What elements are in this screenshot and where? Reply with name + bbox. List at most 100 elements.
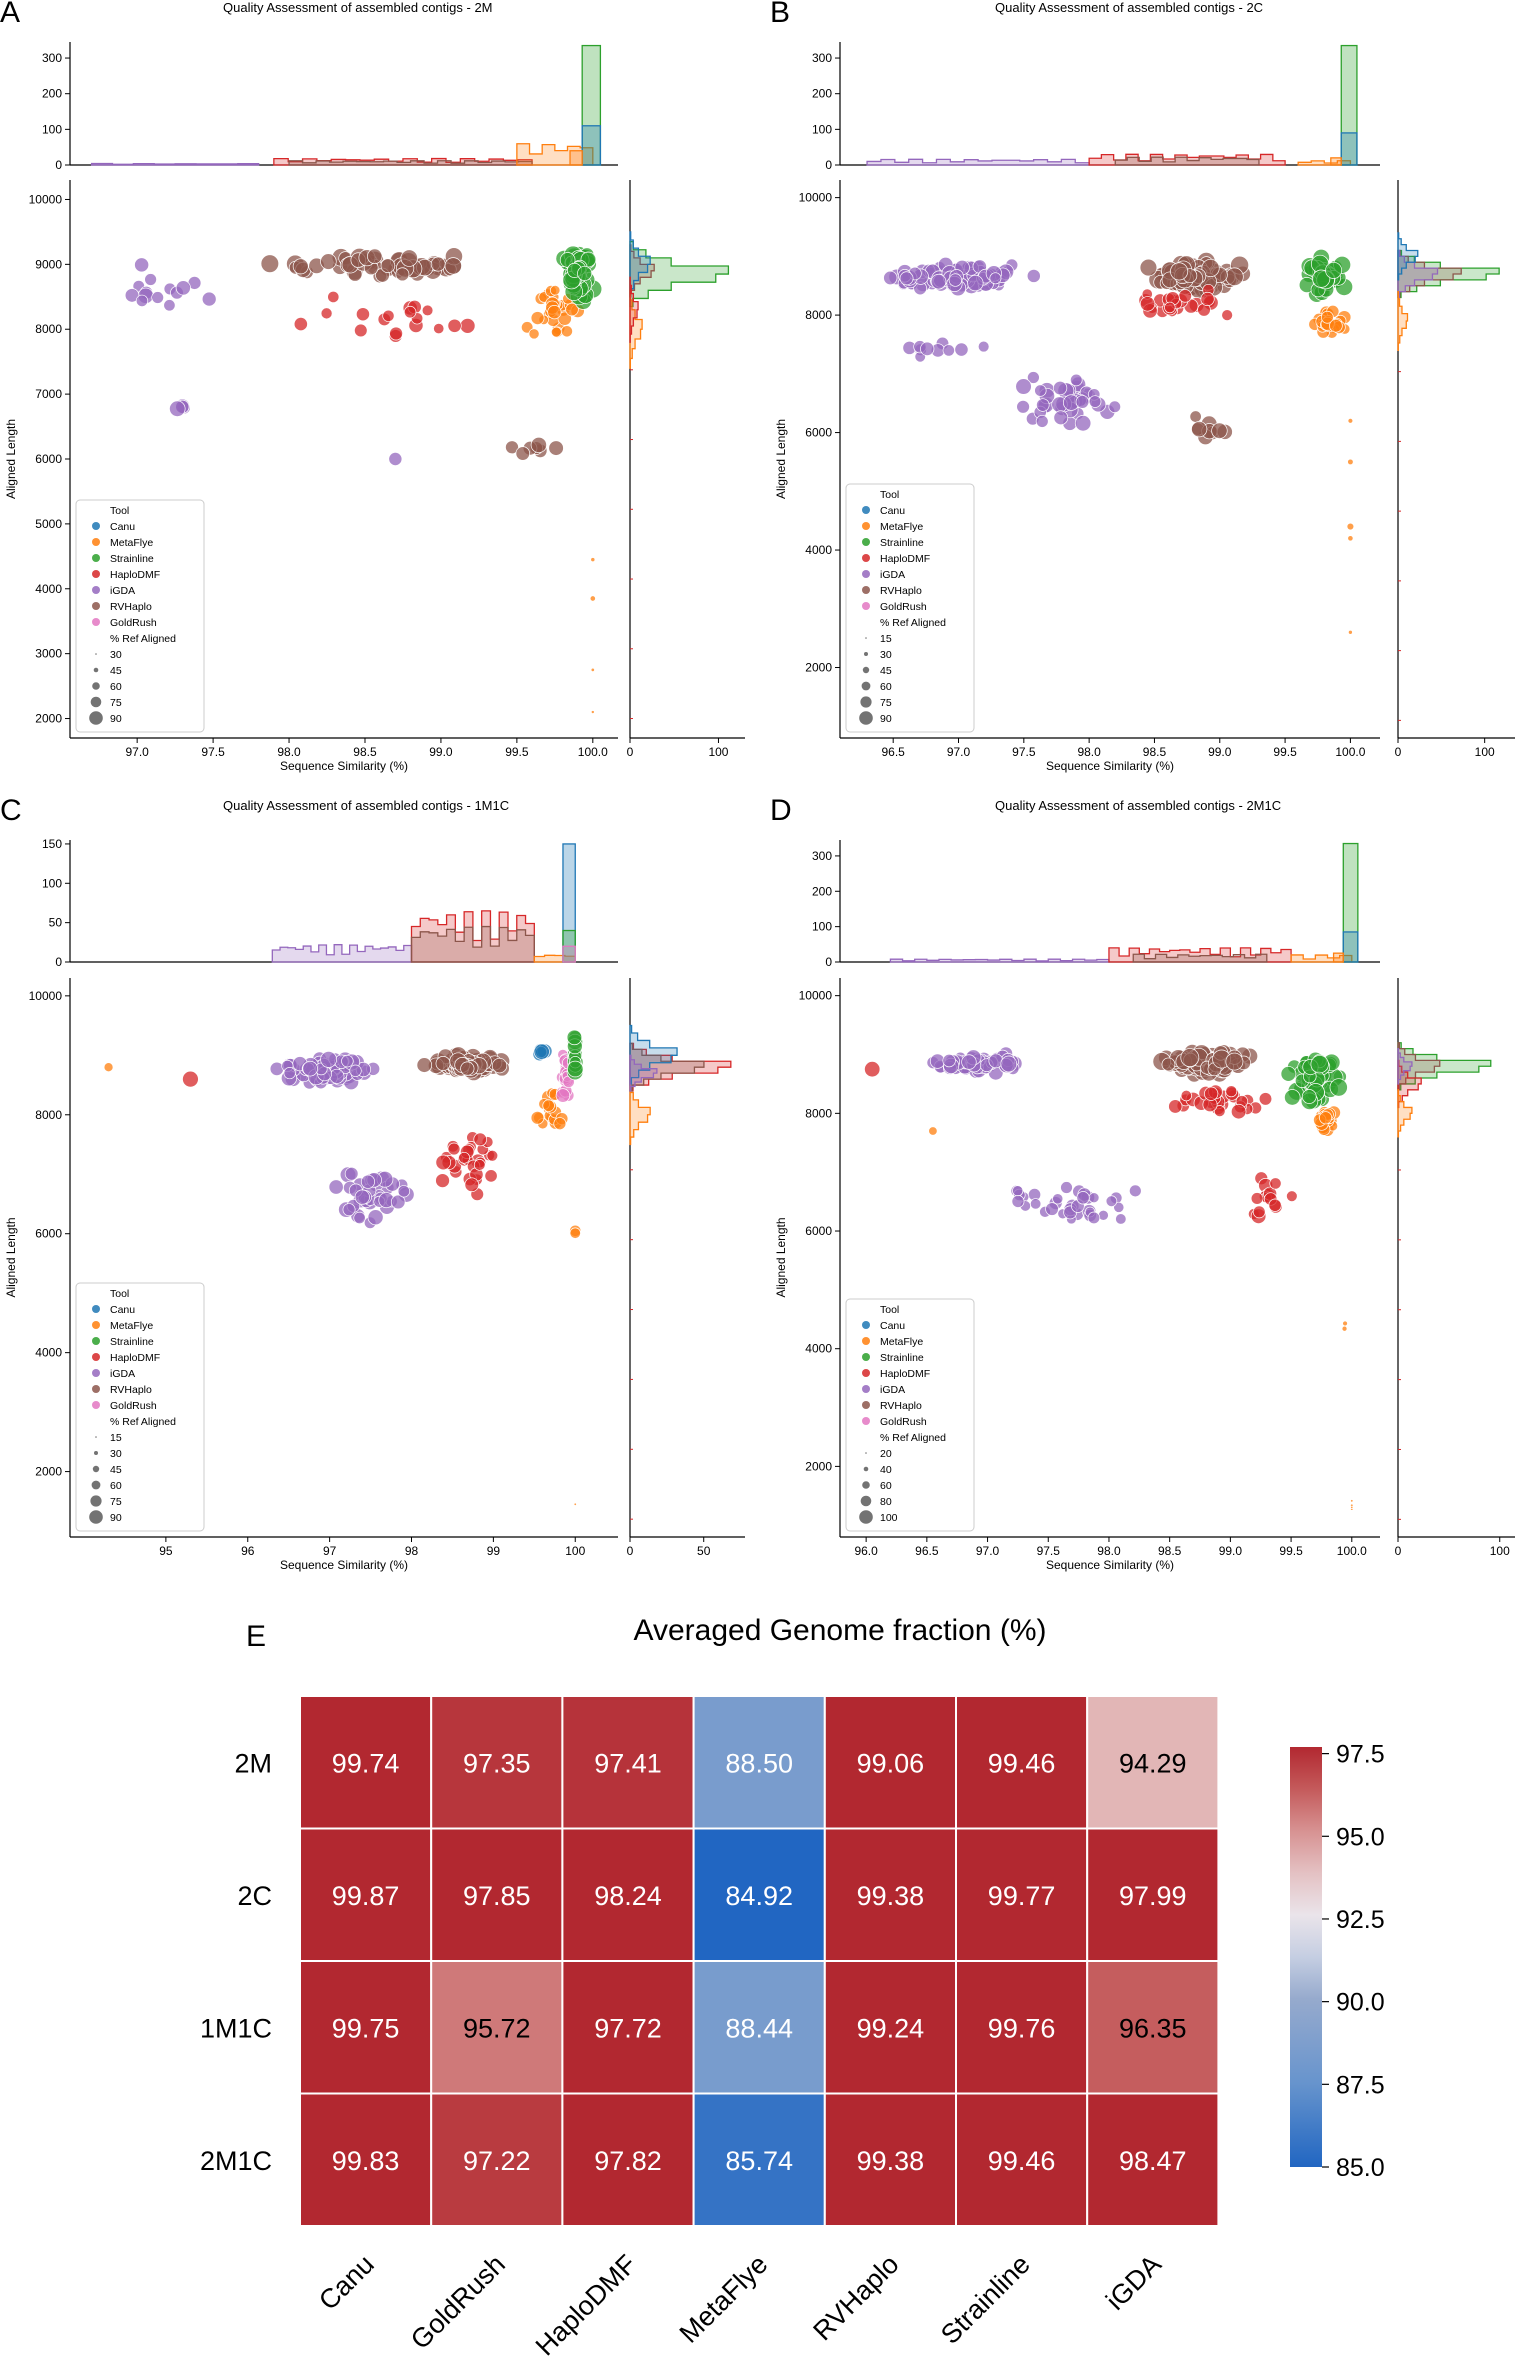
scatter-point-metaflye — [549, 285, 561, 296]
scatter-point-igda — [134, 257, 150, 273]
right-hist-rvhaplo — [629, 1042, 705, 1092]
legend-marker-goldrush — [92, 618, 100, 626]
legend-marker-rvhaplo — [862, 586, 870, 594]
legend-marker-canu — [92, 1305, 100, 1313]
scatter-point-rvhaplo — [1170, 262, 1189, 281]
scatter-point-rvhaplo — [1201, 258, 1220, 278]
legend-marker-haplodmf — [92, 1353, 100, 1361]
scatter-point-igda — [1088, 1192, 1100, 1204]
scatter-point-haplodmf — [421, 304, 434, 317]
heatmap-row-label: 2M1C — [200, 2146, 272, 2176]
right-hist-igda — [1397, 1047, 1413, 1085]
scatter-point-haplodmf — [1213, 1105, 1226, 1117]
legend-size-marker — [864, 652, 868, 656]
heatmap-cell — [955, 1960, 1089, 2095]
right-hist-haplodmf — [629, 276, 639, 343]
right-hist-canu — [629, 231, 651, 298]
heatmap-cell-label: 96.35 — [1119, 2013, 1187, 2043]
heatmap-col-label: HaploDMF — [530, 2249, 642, 2361]
heatmap-cell-label: 99.75 — [332, 2013, 400, 2043]
x-tick-label: 97.5 — [1012, 745, 1036, 759]
scatter-point-metaflye — [1341, 1325, 1348, 1332]
top-hist-spike-canu — [581, 125, 602, 166]
top-hist-metaflye — [1290, 954, 1353, 963]
right-hist-tick-label: 100 — [1490, 1544, 1510, 1558]
scatter-point-igda — [1035, 414, 1049, 428]
x-tick-label: 98.5 — [1158, 1544, 1182, 1558]
scatter-point-metaflye — [1350, 1499, 1354, 1503]
heatmap-cell-label: 97.72 — [594, 2013, 662, 2043]
y-tick-label: 7000 — [35, 387, 62, 401]
scatter-point-metaflye — [103, 1062, 114, 1073]
scatter-point-igda — [144, 273, 157, 286]
top-hist-tick-label: 0 — [55, 955, 62, 969]
y-tick-label: 6000 — [805, 426, 832, 440]
legend-size-label: 60 — [880, 1480, 892, 1492]
top-hist-tick-label: 300 — [42, 51, 62, 65]
scatter-point-haplodmf — [459, 318, 476, 334]
legend-size-label: 90 — [880, 713, 892, 725]
x-axis-label: Sequence Similarity (%) — [280, 1558, 408, 1572]
legend-size-label: 75 — [110, 1496, 122, 1508]
x-tick-label: 98.5 — [353, 745, 377, 759]
right-hist-rvhaplo — [1397, 1042, 1441, 1091]
scatter-point-igda — [342, 1203, 356, 1217]
scatter-point-igda — [1011, 1195, 1025, 1208]
colorbar — [1290, 1747, 1322, 2167]
scatter-point-igda — [1027, 371, 1040, 384]
x-axis-label: Sequence Similarity (%) — [1046, 1558, 1174, 1572]
scatter-point-igda — [1088, 395, 1102, 408]
scatter-point-metaflye — [557, 311, 572, 326]
heatmap-cell-label: 99.46 — [988, 2146, 1056, 2176]
scatter-point-rvhaplo — [444, 257, 462, 275]
scatter-point-haplodmf — [435, 1173, 450, 1188]
scatter-point-igda — [1012, 1185, 1024, 1197]
legend-title: Tool — [880, 489, 899, 501]
scatter-point-strainline — [577, 265, 593, 281]
scatter-point-igda — [977, 340, 990, 353]
scatter-point-haplodmf — [1225, 1085, 1238, 1098]
scatter-point-igda — [1115, 1213, 1127, 1225]
panel-letter: C — [0, 794, 22, 827]
scatter-point-haplodmf — [484, 1169, 498, 1183]
scatter-point-metaflye — [928, 1126, 938, 1136]
y-tick-label: 4000 — [805, 1342, 832, 1356]
legend-label: Canu — [110, 1304, 135, 1316]
heatmap-col-label: Canu — [313, 2249, 380, 2316]
scatter-point-haplodmf — [473, 1159, 486, 1171]
top-hist-spike-canu — [1342, 931, 1359, 963]
legend-size-marker — [89, 711, 103, 725]
scatter-point-igda — [1016, 399, 1030, 414]
legend-title: Tool — [110, 505, 129, 517]
x-tick-label: 98.5 — [1143, 745, 1167, 759]
heatmap-cell-label: 99.76 — [988, 2013, 1056, 2043]
scatter-point-metaflye — [589, 595, 596, 602]
top-hist-rvhaplo — [1114, 156, 1260, 166]
legend-marker-metaflye — [92, 1321, 100, 1329]
legend-marker-goldrush — [92, 1401, 100, 1409]
scatter-point-haplodmf — [355, 307, 370, 322]
scatter-point-metaflye — [590, 710, 595, 714]
heatmap-col-label: iGDA — [1100, 2249, 1167, 2316]
legend-box — [75, 499, 205, 733]
scatter-point-haplodmf — [354, 323, 368, 338]
legend-marker-rvhaplo — [862, 1401, 870, 1409]
y-tick-label: 3000 — [35, 647, 62, 661]
scatter-point-igda — [1074, 415, 1092, 432]
scatter-point-haplodmf — [447, 318, 462, 333]
scatter-point-strainline — [566, 1029, 583, 1046]
legend-size-label: 90 — [110, 1512, 122, 1524]
scatter-point-rvhaplo — [320, 253, 337, 270]
scatter-point-metaflye — [1329, 318, 1343, 333]
scatter-point-metaflye — [542, 1099, 555, 1112]
x-tick-label: 100 — [565, 1544, 585, 1558]
scatter-point-haplodmf — [1230, 1103, 1247, 1120]
scatter-point-igda — [948, 273, 963, 287]
heatmap-cell — [299, 1960, 433, 2095]
scatter-point-haplodmf — [473, 1132, 488, 1147]
legend-size-label: 30 — [880, 649, 892, 661]
y-axis-label: Aligned Length — [4, 1217, 18, 1297]
scatter-point-haplodmf — [1250, 1192, 1264, 1205]
x-tick-label: 97.5 — [201, 745, 225, 759]
legend-size-title: % Ref Aligned — [110, 1416, 176, 1428]
